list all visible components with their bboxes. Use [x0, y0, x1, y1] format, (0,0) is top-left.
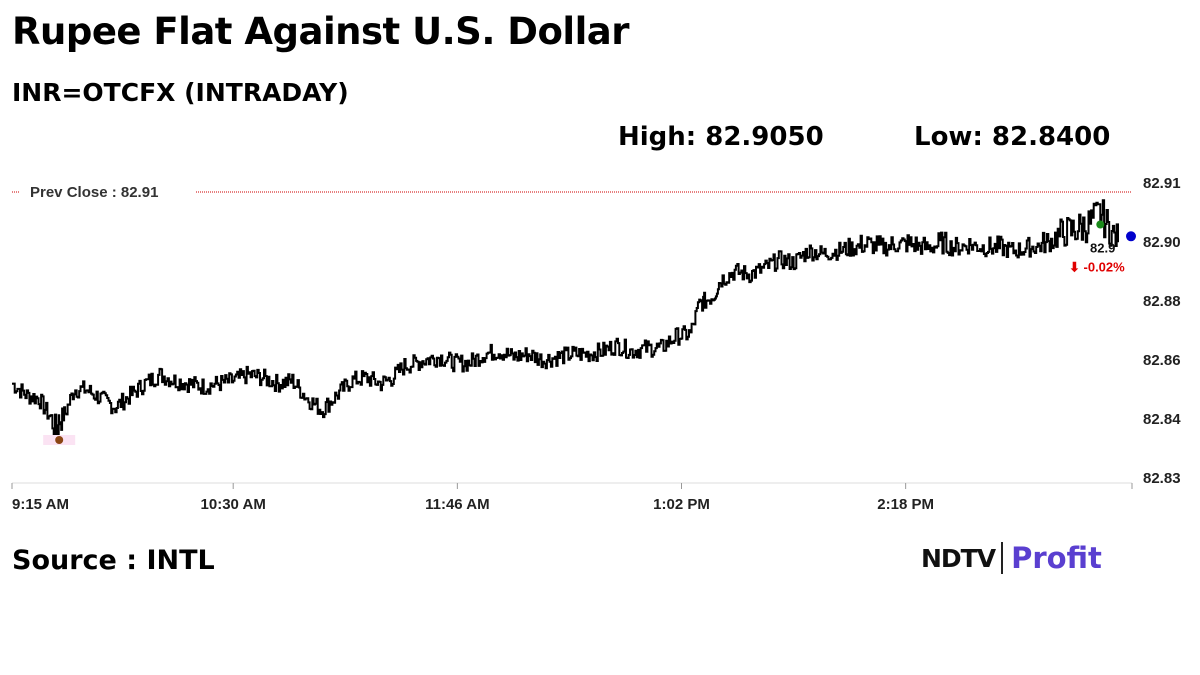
high-value-label: High: 82.9050 — [618, 122, 824, 152]
last-value-marker — [1126, 231, 1136, 242]
x-tick-label: 1:02 PM — [653, 496, 710, 513]
x-tick-label: 2:18 PM — [877, 496, 934, 513]
y-tick-label: 82.83 — [1143, 470, 1181, 487]
logo-profit-text: Profit — [1011, 541, 1102, 575]
logo-ndtv-text: NDTV — [921, 543, 996, 573]
prev-close-label: Prev Close : 82.91 — [30, 184, 158, 201]
last-value-label: 82.9 — [1090, 240, 1115, 255]
low-value-label: Low: 82.8400 — [914, 122, 1111, 152]
prev-close-label-bg — [20, 182, 196, 202]
x-tick-label: 9:15 AM — [12, 496, 69, 513]
y-tick-label: 82.84 — [1143, 411, 1181, 428]
y-tick-label: 82.91 — [1143, 175, 1181, 192]
x-tick-label: 10:30 AM — [201, 496, 266, 513]
change-label: ⬇ -0.02% — [1069, 259, 1125, 274]
x-tick-label: 11:46 AM — [425, 496, 489, 513]
price-chart: 82.91 82.90 82.88 82.86 82.84 82.83 9:15 AM 10:… — [11, 175, 1181, 513]
low-marker — [55, 436, 64, 444]
high-marker — [1096, 220, 1105, 229]
chart-title: Rupee Flat Against U.S. Dollar — [12, 10, 629, 53]
y-tick-label: 82.86 — [1143, 352, 1181, 369]
y-tick-label: 82.88 — [1143, 293, 1181, 310]
y-tick-label: 82.90 — [1143, 234, 1181, 251]
ndtv-profit-logo: NDTV Profit — [921, 538, 1102, 578]
chart-subtitle: INR=OTCFX (INTRADAY) — [12, 78, 349, 107]
source-label: Source : INTL — [12, 545, 215, 576]
logo-divider — [1001, 542, 1004, 574]
price-series-line — [12, 199, 1119, 440]
